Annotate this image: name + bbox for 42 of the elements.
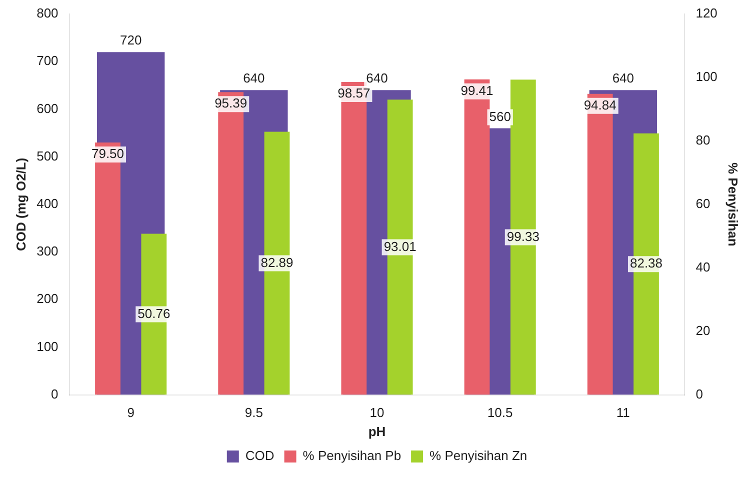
x-tick-label: 10.5: [487, 405, 513, 420]
data-label: 82.89: [260, 254, 294, 270]
x-tick-label: 9: [127, 405, 134, 420]
y-tick-label: 0: [51, 386, 58, 402]
data-label: 640: [243, 70, 265, 86]
y-axis-title: COD (mg O2/L): [13, 158, 28, 251]
y-tick-label: 400: [36, 196, 58, 211]
data-label: 50.76: [138, 306, 170, 321]
data-label: 94.84: [584, 97, 616, 112]
data-label: 640: [612, 70, 634, 86]
y-tick-label: 200: [36, 291, 58, 306]
data-label: 99.33: [506, 228, 540, 244]
data-label: 95.39: [214, 96, 248, 111]
data-label: 560: [489, 108, 511, 124]
data-label: 99.41: [460, 82, 494, 98]
legend-label: COD: [245, 448, 274, 464]
legend-label: % Penyisihan Pb: [302, 448, 402, 464]
y2-tick-label: 40: [696, 259, 710, 274]
data-label: 98.57: [338, 86, 370, 101]
y-tick-label: 100: [36, 338, 58, 354]
y-tick-label: 500: [36, 148, 58, 164]
y2-tick-label: 100: [696, 69, 718, 84]
data-label: 93.01: [384, 238, 416, 254]
y2-tick-label: 120: [696, 6, 718, 21]
y2-tick-label: 60: [696, 196, 710, 211]
data-label: 79.50: [91, 146, 124, 162]
y2-tick-label: 80: [696, 132, 710, 148]
x-axis-title: pH: [368, 424, 386, 439]
y2-tick-label: 0: [696, 386, 703, 402]
y-tick-label: 600: [36, 100, 58, 116]
x-tick-label: 9.5: [244, 405, 263, 420]
y2-tick-label: 20: [696, 322, 710, 338]
y-tick-label: 800: [36, 6, 58, 21]
data-label: 640: [366, 70, 388, 86]
x-tick-label: 10: [370, 405, 384, 420]
y2-axis-title: % Penyisihan: [726, 162, 741, 246]
data-label: 82.38: [630, 256, 663, 271]
y-tick-label: 300: [36, 244, 58, 259]
legend-label: % Penyisihan Zn: [430, 448, 528, 464]
data-label: 720: [120, 32, 142, 48]
y-tick-label: 700: [36, 53, 58, 68]
x-tick-label: 11: [616, 405, 630, 420]
